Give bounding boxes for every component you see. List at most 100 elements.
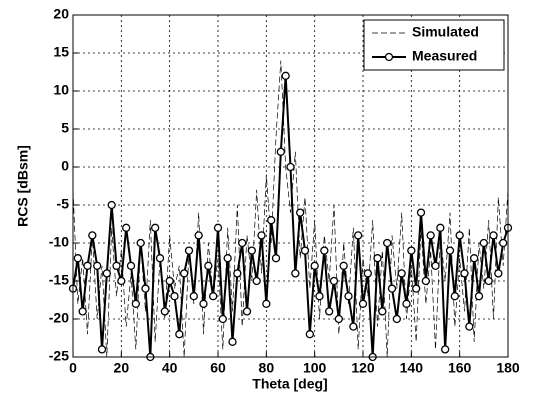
data-point [416,208,426,217]
data-point [247,246,256,255]
data-point [73,254,82,263]
data-point [320,246,329,255]
data-point [484,276,493,286]
data-point [88,231,97,240]
data-point [358,299,368,308]
x-tick-label: 140 [400,360,424,376]
x-tick-label: 100 [303,360,327,376]
axes-frame [72,14,509,358]
data-point [325,307,334,316]
x-tick-label: 160 [448,360,472,376]
legend-box [363,19,505,71]
data-point [378,307,387,316]
data-point [180,269,189,278]
legend-label: Simulated [412,24,479,40]
data-point [421,276,430,286]
data-point [431,261,440,270]
data-point [286,162,295,172]
data-point [78,307,87,316]
data-point [441,345,450,354]
y-tick-label: -10 [49,234,69,250]
y-tick-label: 20 [53,6,69,22]
data-point [300,246,310,255]
data-point [117,276,126,286]
data-point [102,269,111,278]
data-point [387,284,397,293]
x-axis-label: Theta [deg] [252,376,327,392]
data-point [238,238,247,248]
x-tick-label: 0 [69,360,77,376]
data-point [426,231,435,240]
data-point [455,231,464,240]
data-point [305,330,314,339]
x-tick-label: 60 [210,360,226,376]
data-point [83,261,92,270]
data-point [223,254,232,263]
data-point [354,231,363,240]
data-point [363,269,372,278]
data-point [445,246,455,255]
data-point [97,345,107,354]
data-point [93,261,102,270]
y-tick-label: 15 [53,44,69,60]
data-point [460,269,469,278]
data-point [204,261,213,270]
data-point [252,276,261,286]
data-point [383,238,392,248]
data-point [151,223,160,232]
y-tick-label: -5 [57,196,70,212]
x-tick-label: 40 [162,360,178,376]
data-point [175,330,184,339]
data-point [450,292,459,301]
data-point [397,269,406,278]
data-point [489,231,498,240]
data-point [218,314,227,324]
data-point [189,292,198,301]
data-point [470,254,479,263]
y-axis-label: RCS [dBsm] [15,145,31,227]
data-point [479,238,488,248]
data-point [349,322,358,331]
y-tick-label: 10 [53,82,69,98]
x-tick-label: 180 [496,360,520,376]
data-point [310,261,319,270]
x-tick-label: 20 [114,360,130,376]
data-point [392,314,401,324]
data-point [155,254,165,263]
data-point [315,292,324,301]
data-point [228,337,237,346]
data-point [184,246,194,255]
data-point [407,246,416,255]
series-layer [68,60,513,362]
data-point [194,231,203,240]
data-point [329,276,339,286]
data-point [474,292,484,301]
data-point [160,307,169,316]
data-point [436,223,445,232]
data-point [257,231,266,240]
data-point [373,254,382,263]
data-point [242,307,252,316]
data-point [262,299,271,308]
legend-label: Measured [412,48,477,64]
data-point [165,276,174,286]
data-point [276,147,285,156]
legend-marker [384,52,394,62]
data-point [499,238,508,248]
data-point [267,216,276,225]
y-tick-label: -20 [49,310,69,326]
data-point [339,261,348,270]
data-point [141,284,150,293]
data-point [412,284,421,293]
data-point [334,314,343,324]
data-point [271,254,281,263]
x-tick-label: 80 [259,360,275,376]
data-point [344,292,353,301]
data-point [107,200,116,210]
data-point [122,223,131,232]
data-point [213,223,223,232]
data-point [126,261,136,270]
data-point [199,299,208,308]
data-point [281,71,290,80]
data-point [291,269,300,278]
